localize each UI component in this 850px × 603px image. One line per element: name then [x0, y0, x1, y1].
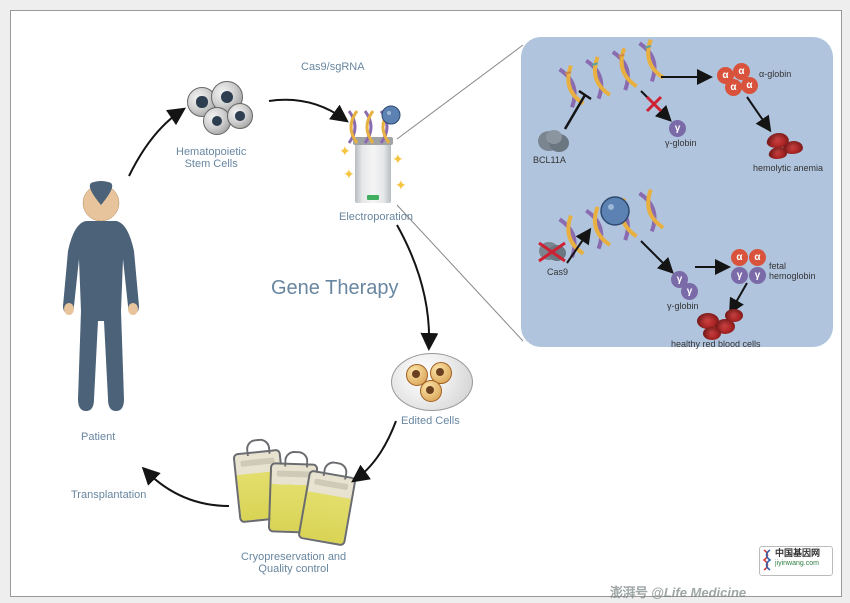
logo-cn-text: 中国基因网 — [775, 548, 829, 559]
gamma-globin-label: γ-globin — [665, 138, 697, 148]
gamma-globin-badge: γ — [669, 120, 686, 137]
healthy-rbc-label: healthy red blood cells — [671, 339, 761, 349]
gamma-badge: γ — [749, 267, 766, 284]
fetal-hb-label: fetal hemoglobin — [769, 261, 825, 281]
logo-box: 中国基因网 jiyinwang.com — [759, 546, 833, 576]
alpha-globin-badge: α — [725, 79, 742, 96]
alpha-globin-badge: α — [741, 77, 758, 94]
alpha-badge: α — [731, 249, 748, 266]
inset-panel: BCL11A γ γ-globin α α α α — [521, 37, 833, 347]
alpha-globin-label: α-globin — [759, 69, 791, 79]
watermark-left: 澎湃号 — [610, 585, 648, 600]
watermark-right: @Life Medicine — [651, 585, 746, 600]
watermark: 澎湃号 @Life Medicine — [610, 582, 746, 601]
logo-dna-icon — [762, 549, 772, 571]
hemolytic-anemia-label: hemolytic anemia — [753, 163, 823, 173]
diagram-frame: Gene Therapy Patient Hematopoietic Stem … — [10, 10, 842, 597]
gamma-badge: γ — [731, 267, 748, 284]
gamma-globin-badge: γ — [681, 283, 698, 300]
alpha-badge: α — [749, 249, 766, 266]
logo-url-text: jiyinwang.com — [775, 559, 829, 568]
gamma-globin-label-2: γ-globin — [667, 301, 699, 311]
